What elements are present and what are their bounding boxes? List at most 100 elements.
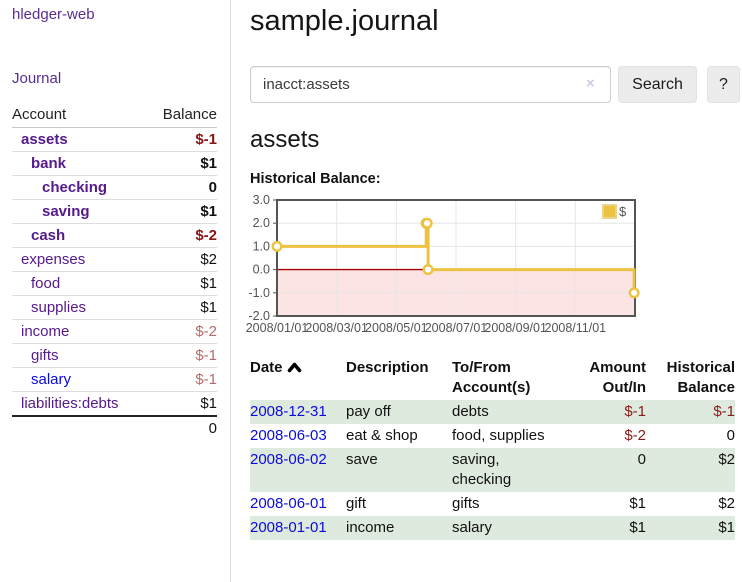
account-row: supplies $1 [12,295,217,320]
x-tick-label: 2008/09/01 [484,321,547,335]
account-heading: assets [250,126,320,153]
register-row: 2008-06-02 save saving, checking 0 $2 [250,448,735,492]
account-balance: $-1 [147,343,217,368]
account-name-cell: liabilities:debts [12,391,148,417]
transaction-description-cell: save [346,448,452,492]
account-balance: $1 [147,199,217,224]
account-name-cell: expenses [12,247,148,272]
account-link-saving[interactable]: saving [42,203,90,220]
register-row: 2008-01-01 income salary $1 $1 [250,516,735,540]
account-name-cell: assets [12,127,148,152]
transaction-amount-cell: $-2 [624,427,646,444]
accounts-column-header: Account [12,103,148,128]
transaction-balance-cell: $-1 [646,400,735,424]
account-link-cash[interactable]: cash [31,227,66,244]
search-bar: × Search ? [250,66,742,103]
transaction-accounts-cell: saving, checking [452,448,570,492]
transaction-date-cell: 2008-12-31 [250,400,346,424]
transaction-amount-cell: $1 [629,495,646,512]
transaction-date-link[interactable]: 2008-06-01 [250,495,327,512]
y-tick-label: 3.0 [253,193,270,207]
account-row: gifts $-1 [12,343,217,368]
transaction-accounts-cell: debts [452,400,570,424]
nav-journal-link[interactable]: Journal [12,70,62,87]
date-column-header[interactable]: Date [250,356,346,400]
transaction-balance-cell: 0 [726,427,735,444]
y-tick-label: -1.0 [248,286,270,300]
x-tick-label: 2008/11/01 [545,321,607,335]
transaction-date-cell: 2008-06-01 [250,492,346,516]
account-row: expenses $2 [12,247,217,272]
transaction-date-link[interactable]: 2008-06-02 [250,451,327,468]
account-link-assets[interactable]: assets [21,131,68,148]
account-link-income[interactable]: income [21,323,70,340]
legend-swatch [602,204,617,219]
account-balance: $1 [147,151,217,176]
sidebar: hledger-web Journal Account Balance asse… [0,0,231,582]
transaction-balance-cell: $2 [718,495,735,512]
accounts-total-value: 0 [147,415,217,440]
account-name-cell: income [12,319,148,344]
account-name-cell: saving [12,199,148,224]
transaction-description-cell: pay off [346,400,452,424]
account-balance: $-2 [147,223,217,248]
transaction-accounts-cell: gifts [452,495,480,512]
x-tick-label: 2008/03/01 [305,321,368,335]
spacer [12,415,148,440]
account-link-food[interactable]: food [31,275,61,292]
account-row: saving $1 [12,199,217,224]
account-name-cell: bank [12,151,148,176]
account-link-liabilities-debts[interactable]: liabilities:debts [21,395,119,412]
data-point-marker [271,240,283,252]
account-link-checking[interactable]: checking [42,179,108,196]
account-balance: 0 [147,175,217,200]
account-row: income $-2 [12,319,217,344]
plot-border [276,199,636,317]
transaction-description-cell: gift [346,495,367,512]
transaction-date-cell: 2008-06-03 [250,424,346,448]
account-balance: $2 [147,247,217,272]
account-balance: $-1 [147,127,217,152]
transaction-date-link[interactable]: 2008-01-01 [250,519,327,536]
transaction-amount-cell: 0 [570,448,646,492]
transaction-date-link[interactable]: 2008-12-31 [250,403,327,420]
y-tick-label: -2.0 [248,309,270,323]
y-tick-label: 0.0 [253,263,270,277]
balance-column-header: Historical Balance [666,359,735,396]
account-link-bank[interactable]: bank [31,155,67,172]
search-button[interactable]: Search [618,66,697,103]
app-brand-link[interactable]: hledger-web [12,6,95,23]
transaction-balance-cell: $1 [646,516,735,540]
account-row: checking 0 [12,175,217,200]
account-link-gifts[interactable]: gifts [31,347,59,364]
transaction-description-cell: eat & shop [346,427,418,444]
accounts-column-header: To/From Account(s) [452,359,531,396]
accounts-table: Account Balance assets $-1 bank $1 checking 0… [12,103,217,440]
x-tick-label: 2008/01/01 [246,321,309,335]
account-link-supplies[interactable]: supplies [31,299,87,316]
account-link-expenses[interactable]: expenses [21,251,86,268]
legend-label: $ [619,204,627,219]
account-row: food $1 [12,271,217,296]
x-tick-label: 2008/05/01 [365,321,428,335]
account-link-salary[interactable]: salary [31,371,72,388]
transaction-balance-cell: $2 [646,448,735,492]
page-title: sample.journal [250,5,439,37]
account-name-cell: cash [12,223,148,248]
data-point-marker [628,287,640,299]
account-name-cell: supplies [12,295,148,320]
data-point-marker [421,217,433,229]
transaction-date-cell: 2008-01-01 [250,516,346,540]
register-header-row: Date Description To/From Account(s) Amou… [250,356,735,400]
account-balance: $-1 [147,367,217,392]
clear-search-icon[interactable]: × [586,75,595,92]
transaction-date-link[interactable]: 2008-06-03 [250,427,327,444]
data-point-marker [422,264,434,276]
account-balance: $1 [147,295,217,320]
help-button[interactable]: ? [707,66,740,103]
account-row: bank $1 [12,151,217,176]
account-row: liabilities:debts $1 [12,391,217,417]
account-balance: $-2 [147,319,217,344]
y-tick-label: 2.0 [253,216,270,230]
search-input[interactable] [250,66,611,103]
